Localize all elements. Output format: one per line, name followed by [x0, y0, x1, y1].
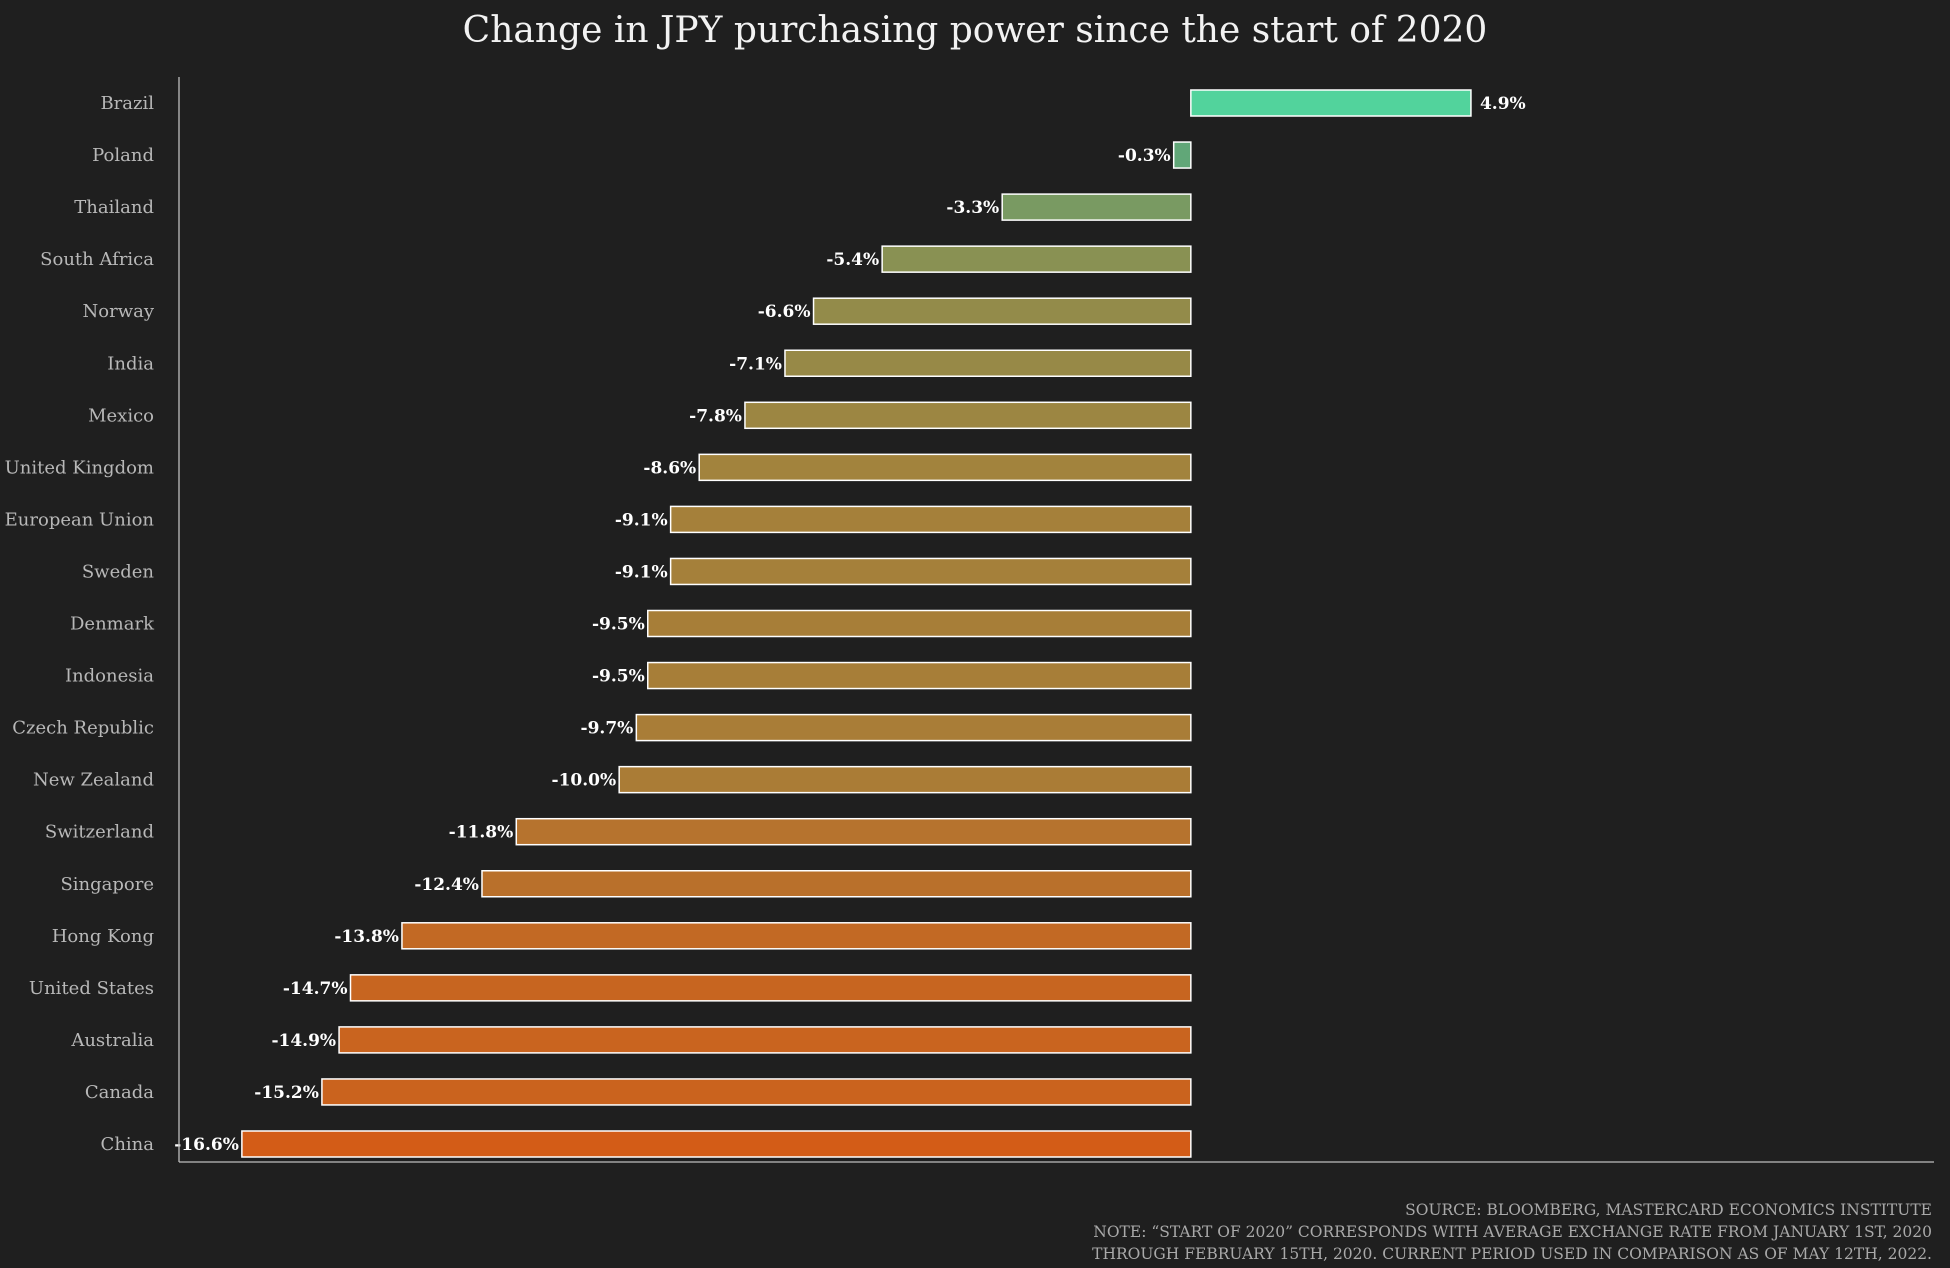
bar-denmark — [647, 609, 1192, 638]
category-label-hong-kong: Hong Kong — [52, 926, 154, 947]
bar-united-states — [349, 974, 1192, 1002]
value-label-norway: -6.6% — [758, 302, 811, 322]
category-label-czech-republic: Czech Republic — [12, 718, 154, 739]
bar-czech-republic — [635, 713, 1192, 742]
note-line-1: NOTE: “START OF 2020” CORRESPONDS WITH A… — [1093, 1223, 1932, 1241]
category-label-australia: Australia — [70, 1030, 154, 1051]
category-label-canada: Canada — [85, 1082, 154, 1103]
category-label-indonesia: Indonesia — [65, 666, 154, 687]
category-label-united-kingdom: United Kingdom — [5, 457, 154, 478]
bar-hong-kong — [401, 922, 1192, 950]
value-label-singapore: -12.4% — [414, 875, 479, 895]
category-label-china: China — [101, 1134, 155, 1155]
bar-canada — [321, 1078, 1192, 1106]
bar-switzerland — [515, 817, 1192, 846]
category-label-india: India — [107, 353, 154, 374]
value-label-european-union: -9.1% — [615, 510, 668, 530]
bars-layer: Brazil 4.9% Poland -0.3% Thailand -3.3% South … — [5, 89, 1526, 1158]
bar-thailand — [1001, 193, 1192, 221]
value-label-indonesia: -9.5% — [592, 667, 645, 687]
bar-united-kingdom — [698, 453, 1192, 482]
value-label-china: -16.6% — [174, 1135, 239, 1155]
value-label-new-zealand: -10.0% — [552, 771, 617, 791]
bar-european-union — [669, 505, 1192, 534]
value-label-south-africa: -5.4% — [826, 250, 879, 270]
bar-norway — [812, 297, 1192, 325]
value-label-india: -7.1% — [729, 354, 782, 374]
category-label-united-states: United States — [29, 978, 154, 999]
category-label-sweden: Sweden — [82, 561, 155, 582]
category-label-norway: Norway — [83, 301, 155, 322]
source-note: SOURCE: BLOOMBERG, MASTERCARD ECONOMICS … — [1405, 1201, 1932, 1219]
bar-china — [241, 1130, 1192, 1158]
bar-brazil — [1190, 89, 1472, 117]
value-label-united-states: -14.7% — [283, 979, 348, 999]
category-label-denmark: Denmark — [70, 614, 155, 635]
category-label-switzerland: Switzerland — [45, 822, 154, 843]
bar-south-africa — [881, 245, 1192, 273]
value-label-czech-republic: -9.7% — [581, 719, 634, 739]
bar-new-zealand — [618, 765, 1192, 794]
value-label-thailand: -3.3% — [946, 198, 999, 218]
category-label-poland: Poland — [92, 145, 154, 166]
category-label-european-union: European Union — [5, 509, 155, 530]
bar-sweden — [669, 557, 1192, 586]
value-label-australia: -14.9% — [271, 1031, 336, 1051]
category-label-thailand: Thailand — [74, 197, 154, 218]
bar-singapore — [481, 870, 1192, 898]
bar-poland — [1172, 141, 1192, 169]
bar-india — [784, 349, 1192, 377]
value-label-denmark: -9.5% — [592, 615, 645, 635]
category-label-singapore: Singapore — [60, 874, 154, 895]
value-label-mexico: -7.8% — [689, 406, 742, 426]
value-label-united-kingdom: -8.6% — [643, 458, 696, 478]
category-label-new-zealand: New Zealand — [33, 770, 154, 791]
bar-mexico — [744, 401, 1192, 430]
category-label-south-africa: South Africa — [40, 249, 154, 270]
chart-title: Change in JPY purchasing power since the… — [463, 10, 1488, 51]
bar-australia — [338, 1026, 1192, 1054]
value-label-sweden: -9.1% — [615, 562, 668, 582]
value-label-hong-kong: -13.8% — [334, 927, 399, 947]
value-label-poland: -0.3% — [1118, 146, 1171, 166]
category-label-brazil: Brazil — [100, 93, 154, 114]
value-label-canada: -15.2% — [254, 1083, 319, 1103]
value-label-brazil: 4.9% — [1480, 94, 1526, 114]
value-label-switzerland: -11.8% — [449, 823, 514, 843]
note-line-2: THROUGH FEBRUARY 15TH, 2020. CURRENT PER… — [1092, 1245, 1932, 1263]
category-label-mexico: Mexico — [88, 405, 154, 426]
bar-indonesia — [647, 661, 1192, 690]
